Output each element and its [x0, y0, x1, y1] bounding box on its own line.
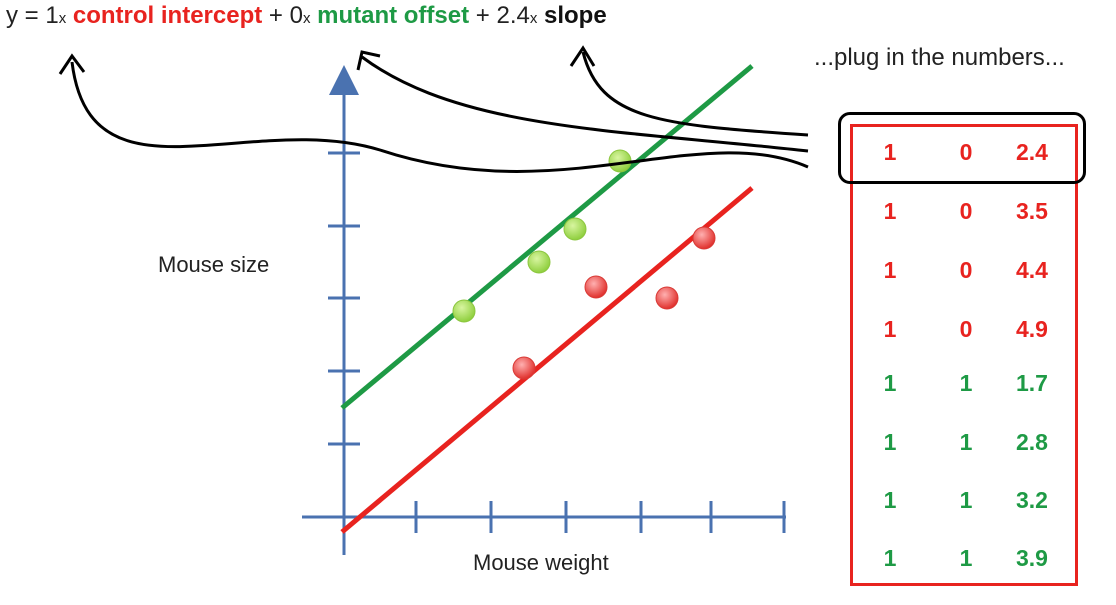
design-matrix-row: 1 1 1.7 [853, 370, 1075, 410]
data-point [512, 356, 536, 380]
design-matrix-cell: 1 [883, 487, 897, 513]
times-sign: x [58, 10, 67, 27]
y-axis-ticks [328, 151, 360, 446]
arrow-to-offset [361, 55, 809, 153]
design-matrix-cell: 1 [959, 370, 973, 396]
design-matrix-cell: 1 [883, 429, 897, 455]
design-matrix-cell: 4.9 [1016, 316, 1048, 342]
times-sign: x [302, 10, 311, 27]
equation-prefix: y = 1 [6, 2, 59, 29]
design-matrix-cell: 2.8 [1016, 429, 1048, 455]
design-matrix-cell: 3.9 [1016, 545, 1048, 571]
design-matrix-cell: 1 [883, 139, 897, 165]
arrow-to-intercept [70, 61, 809, 173]
highlighted-row-box [838, 112, 1086, 184]
plug-in-caption: ...plug in the numbers... [814, 44, 1065, 71]
design-matrix-row: 1 0 4.9 [853, 316, 1075, 356]
mutant-offset-term: mutant offset [317, 2, 470, 29]
design-matrix-cell: 0 [959, 139, 973, 165]
mutant-points [452, 149, 632, 323]
control-points [512, 226, 716, 380]
slope-term: slope [544, 2, 607, 29]
design-matrix-cell: 0 [959, 316, 973, 342]
mapping-arrows [58, 45, 809, 173]
design-matrix-cell: 1.7 [1016, 370, 1048, 396]
data-point [584, 275, 608, 299]
design-matrix-cell: 1 [959, 545, 973, 571]
design-matrix-cell: 1 [883, 370, 897, 396]
design-matrix-cell: 1 [883, 545, 897, 571]
design-matrix-cell: 1 [883, 257, 897, 283]
data-point [655, 286, 679, 310]
arrowhead-1 [58, 53, 86, 75]
design-matrix-row: 1 1 2.8 [853, 429, 1075, 469]
design-matrix-cell: 1 [959, 429, 973, 455]
arrowhead-3 [569, 45, 596, 67]
times-sign: x [529, 10, 538, 27]
design-matrix-cell: 0 [959, 257, 973, 283]
design-matrix-cell: 3.2 [1016, 487, 1048, 513]
data-point [527, 250, 551, 274]
data-point [563, 217, 587, 241]
arrowhead-2 [356, 50, 381, 71]
x-axis-ticks [414, 501, 786, 533]
x-axis-label: Mouse weight [473, 550, 609, 575]
design-matrix-cell: 3.5 [1016, 198, 1048, 224]
control-fit-line [340, 186, 754, 534]
equation-plus-2: + 2.4 [475, 2, 530, 29]
y-axis-label: Mouse size [158, 252, 270, 277]
design-matrix-row: 1 0 3.5 [853, 198, 1075, 238]
design-matrix-cell: 2.4 [1016, 139, 1048, 165]
design-matrix-cell: 1 [883, 316, 897, 342]
design-matrix-row: 1 1 3.2 [853, 487, 1075, 527]
design-matrix-row: 1 0 2.4 [853, 139, 1075, 179]
axes [302, 65, 786, 555]
design-matrix-table: 1 0 2.4 1 0 3.5 1 0 4.4 1 0 4.9 1 1 1.7 1 1 2.8 1 1 3.2 1 1 3.9 [850, 124, 1078, 586]
design-matrix-cell: 1 [883, 198, 897, 224]
design-matrix-row: 1 0 4.4 [853, 257, 1075, 297]
design-equation: y = 1x control intercept + 0x mutant off… [6, 2, 607, 30]
control-intercept-term: control intercept [72, 2, 263, 29]
design-matrix-row: 1 1 3.9 [853, 545, 1075, 585]
equation-plus-1: + 0 [268, 2, 303, 29]
data-point [692, 226, 716, 250]
design-matrix-cell: 4.4 [1016, 257, 1048, 283]
design-matrix-cell: 0 [959, 198, 973, 224]
design-matrix-cell: 1 [959, 487, 973, 513]
data-point [452, 299, 476, 323]
arrow-to-slope [581, 51, 809, 137]
